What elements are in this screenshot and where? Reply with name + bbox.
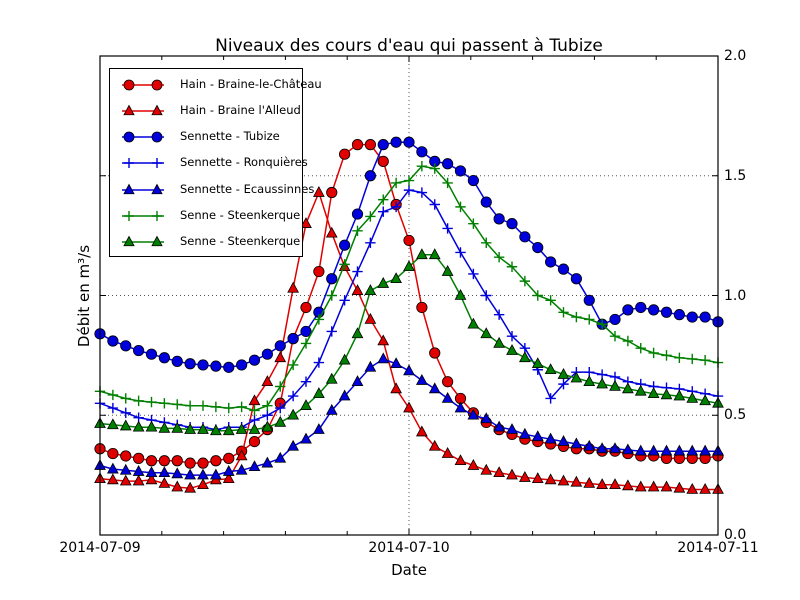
legend-item: Senne - Steenkerque [120,202,302,228]
x-tick-label-0: 2014-07-09 [59,540,141,556]
legend-label: Senne - Steenkerque [180,233,301,248]
legend-marker-red-triangle [120,103,168,117]
legend-label: Sennette - Ronquières [180,155,308,170]
x-tick-label-1: 2014-07-10 [368,540,450,556]
legend-item: Hain - Braine l'Alleud [120,97,302,123]
x-tick-label-2: 2014-07-11 [677,540,759,556]
legend-item: Sennette - Ecaussinnes [120,176,314,202]
legend-marker-blue-circle [120,129,168,143]
legend-item: Sennette - Ronquières [120,149,308,175]
y-tick-label-1.5: 1.5 [724,168,747,184]
legend-label: Hain - Braine l'Alleud [180,103,301,118]
y-tick-label-0.0: 0.0 [724,527,747,543]
legend-label: Sennette - Tubize [180,129,280,144]
legend-label: Senne - Steenkerque [180,207,301,222]
legend: Hain - Braine-le-Château Hain - Braine l… [109,68,322,257]
legend-item: Sennette - Tubize [120,123,302,149]
legend-marker-green-triangle [120,234,168,248]
y-tick-label-0.5: 0.5 [724,407,747,423]
legend-marker-blue-triangle [120,182,168,196]
legend-marker-green-plus [120,208,168,222]
y-tick-label-1.0: 1.0 [724,288,747,304]
legend-item: Hain - Braine-le-Château [120,71,322,97]
legend-label: Sennette - Ecaussinnes [180,181,315,196]
legend-item: Senne - Steenkerque [120,228,302,254]
legend-label: Hain - Braine-le-Château [180,77,322,92]
legend-marker-red-circle [120,77,168,91]
y-tick-label-2.0: 2.0 [724,48,747,64]
chart-title: Niveaux des cours d'eau qui passent à Tu… [215,36,603,56]
x-axis-label: Date [391,561,427,579]
legend-marker-blue-plus [120,155,168,169]
